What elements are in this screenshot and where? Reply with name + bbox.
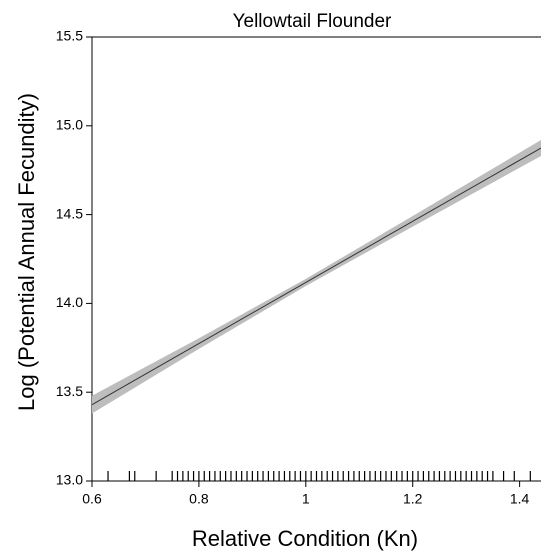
y-tick-label: 15.5	[56, 28, 83, 44]
y-tick-label: 13.5	[56, 383, 83, 399]
x-tick-label: 1	[302, 491, 310, 507]
y-tick-label: 14.0	[56, 294, 83, 310]
x-tick-label: 0.8	[189, 491, 209, 507]
x-tick-label: 1.2	[403, 491, 423, 507]
chart-title: Yellowtail Flounder	[233, 11, 392, 32]
y-tick-label: 15.0	[56, 117, 83, 133]
y-tick-label: 13.0	[56, 472, 83, 488]
x-tick-label: 0.6	[82, 491, 102, 507]
x-tick-label: 1.4	[510, 491, 530, 507]
fit-line	[91, 147, 541, 406]
y-axis-label: Log (Potential Annual Fecundity)	[14, 93, 39, 411]
y-tick-label: 14.5	[56, 205, 83, 221]
x-axis-label: Relative Condition (Kn)	[192, 526, 418, 551]
